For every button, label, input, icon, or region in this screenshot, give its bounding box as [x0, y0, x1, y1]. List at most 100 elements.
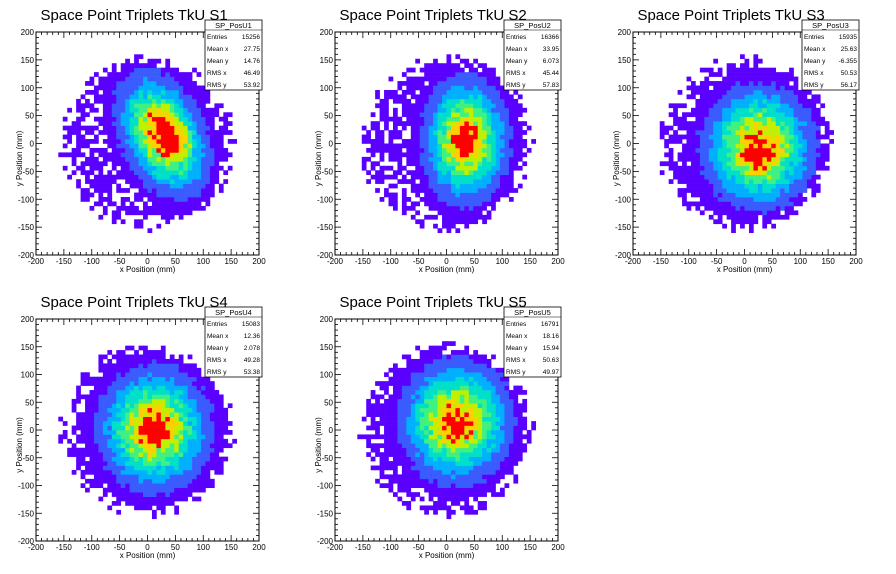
heatmap-cell: [802, 89, 808, 95]
heatmap-cell: [169, 469, 175, 475]
heatmap-cell: [183, 192, 188, 198]
heatmap-cell: [178, 456, 184, 462]
heatmap-cell: [76, 183, 81, 189]
heatmap-cell: [753, 76, 759, 82]
heatmap-cell: [744, 156, 750, 162]
heatmap-cell: [740, 54, 745, 60]
heatmap-cell: [437, 170, 443, 176]
heatmap-cell: [789, 210, 794, 216]
heatmap-cell: [102, 390, 108, 395]
heatmap-cell: [704, 165, 710, 171]
heatmap-cell: [677, 139, 683, 144]
heatmap-cell: [151, 179, 157, 184]
heatmap-cell: [713, 161, 719, 167]
heatmap-cell: [486, 112, 492, 118]
heatmap-cell: [102, 398, 108, 404]
heatmap-cell: [406, 501, 412, 506]
heatmap-cell: [406, 478, 412, 484]
heatmap-cell: [708, 183, 714, 189]
heatmap-cell: [174, 174, 180, 180]
heatmap-cell: [784, 214, 790, 220]
heatmap-cell: [196, 94, 202, 100]
heatmap-cell: [214, 456, 220, 462]
heatmap-cell: [160, 98, 166, 104]
heatmap-cell: [218, 398, 224, 404]
heatmap-cell: [757, 116, 763, 122]
heatmap-cell: [107, 94, 113, 100]
heatmap-cell: [80, 103, 86, 109]
heatmap-cell: [384, 425, 389, 431]
heatmap-cell: [731, 161, 736, 167]
heatmap-cell: [151, 403, 157, 409]
heatmap-cell: [183, 398, 188, 404]
heatmap-cell: [802, 197, 808, 202]
heatmap-cell: [757, 183, 763, 189]
heatmap-cell: [370, 447, 376, 453]
heatmap-cell: [165, 403, 171, 409]
heatmap-cell: [93, 94, 99, 100]
heatmap-cell: [192, 112, 197, 118]
heatmap-cell: [196, 72, 202, 77]
heatmap-cell: [753, 165, 759, 171]
heatmap-cell: [187, 385, 193, 391]
heatmap-cell: [455, 165, 461, 171]
heatmap-cell: [806, 161, 812, 167]
heatmap-cell: [482, 192, 487, 198]
heatmap-cell: [102, 183, 108, 189]
heatmap-cell: [793, 134, 799, 140]
heatmap-cell: [500, 130, 505, 135]
heatmap-cell: [205, 174, 211, 180]
heatmap-cell: [784, 85, 790, 91]
heatmap-cell: [89, 376, 95, 382]
heatmap-cell: [495, 143, 501, 149]
heatmap-cell: [406, 67, 412, 73]
heatmap-cell: [815, 107, 821, 113]
heatmap-cell: [120, 103, 126, 109]
heatmap-cell: [500, 103, 505, 109]
heatmap-cell: [76, 385, 81, 391]
heatmap-cell: [107, 443, 113, 449]
heatmap-cell: [151, 72, 157, 77]
heatmap-cell: [156, 130, 162, 135]
heatmap-cell: [156, 438, 162, 444]
heatmap-cell: [468, 161, 474, 167]
heatmap-cell: [138, 461, 144, 466]
heatmap-cell: [753, 219, 759, 225]
heatmap-cell: [107, 134, 113, 140]
heatmap-cell: [695, 121, 701, 126]
heatmap-cell: [793, 139, 799, 144]
heatmap-cell: [125, 376, 130, 382]
heatmap-cell: [784, 205, 790, 211]
heatmap-cell: [209, 398, 215, 404]
heatmap-cell: [789, 174, 794, 180]
heatmap-cell: [668, 103, 674, 109]
heatmap-cell: [775, 134, 781, 140]
heatmap-cell: [111, 372, 117, 378]
heatmap-cell: [214, 403, 220, 409]
heatmap-cell: [708, 139, 714, 144]
heatmap-cell: [459, 116, 465, 122]
heatmap-cell: [165, 385, 171, 391]
heatmap-cell: [183, 425, 188, 431]
heatmap-cell: [731, 121, 736, 126]
heatmap-cell: [160, 358, 166, 364]
heatmap-cell: [468, 152, 474, 158]
heatmap-cell: [98, 430, 104, 435]
heatmap-cell: [762, 147, 768, 153]
heatmap-cell: [192, 412, 197, 417]
heatmap-cell: [468, 139, 474, 144]
heatmap-cell: [486, 121, 492, 126]
heatmap-cell: [134, 197, 139, 202]
heatmap-cell: [740, 143, 745, 149]
heatmap-cell: [731, 107, 736, 113]
heatmap-cell: [744, 139, 750, 144]
heatmap-cell: [428, 103, 434, 109]
heatmap-cell: [196, 116, 202, 122]
heatmap-cell: [89, 161, 95, 167]
heatmap-cell: [116, 72, 122, 77]
heatmap-cell: [428, 161, 434, 167]
heatmap-cell: [187, 179, 193, 184]
heatmap-cell: [129, 381, 135, 386]
heatmap-cell: [85, 130, 90, 135]
heatmap-cell: [129, 107, 135, 113]
